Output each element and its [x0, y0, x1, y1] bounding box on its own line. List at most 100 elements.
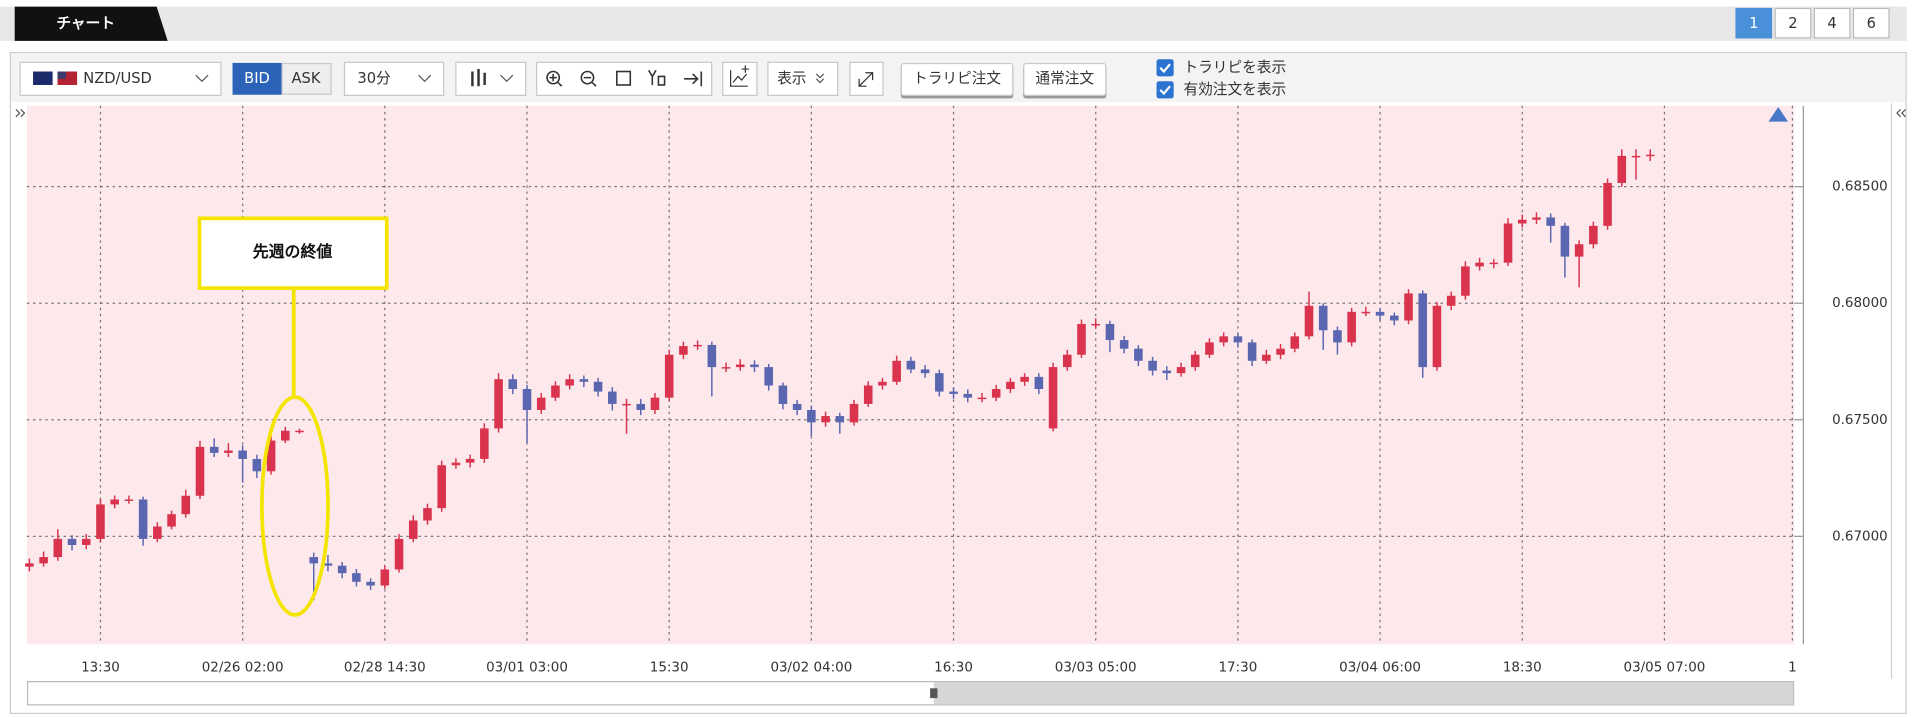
- page-button[interactable]: [1735, 7, 1773, 39]
- scroll-thumb[interactable]: [933, 682, 1793, 705]
- candle-body: [39, 557, 48, 564]
- flag-nz: [33, 71, 53, 85]
- candle-body: [551, 385, 560, 398]
- candle-body: [352, 573, 361, 582]
- candle-body: [1546, 217, 1555, 226]
- scroll-handle[interactable]: [930, 688, 938, 699]
- page-label[interactable]: 1: [1749, 15, 1758, 32]
- candle-body: [1034, 376, 1044, 390]
- candle-body: [849, 403, 859, 423]
- candle-body: [707, 344, 717, 368]
- pair-select[interactable]: [19, 61, 222, 96]
- candle-body: [1333, 330, 1342, 343]
- flag-us-canton: [57, 71, 67, 79]
- candle-body: [949, 391, 958, 394]
- candle-body: [1233, 336, 1243, 343]
- expand-right[interactable]: [1896, 109, 1906, 118]
- candle-body: [1617, 155, 1627, 183]
- checkbox[interactable]: [1156, 81, 1174, 99]
- candle-body: [892, 360, 901, 382]
- checkbox[interactable]: [1156, 59, 1174, 77]
- zoom-out-icon[interactable]: [580, 70, 595, 85]
- candle-body: [224, 450, 233, 453]
- checkmark: [1159, 85, 1171, 96]
- interval-label[interactable]: 30分: [357, 70, 391, 87]
- pair-label[interactable]: NZD/USD: [83, 70, 152, 87]
- bid-button[interactable]: [232, 62, 282, 95]
- ask-button[interactable]: [281, 62, 332, 95]
- candle-body: [991, 389, 1001, 398]
- plot-area: [26, 105, 1795, 645]
- checkbox-label[interactable]: 有効注文を表示: [1183, 81, 1286, 98]
- candle-body: [792, 403, 802, 410]
- candle-body: [1418, 293, 1428, 368]
- candle-body: [863, 385, 873, 404]
- candle-body: [209, 446, 219, 453]
- display-button[interactable]: [767, 61, 839, 96]
- y-tick-label: 0.68500: [1832, 180, 1888, 195]
- candle-body: [1020, 376, 1029, 382]
- y-scale-icon[interactable]: [647, 69, 666, 86]
- tab-label[interactable]: チャート: [56, 15, 115, 32]
- tab[interactable]: [14, 6, 168, 41]
- candle-body: [622, 403, 631, 406]
- candle-body: [1162, 370, 1172, 374]
- display-label[interactable]: 表示: [777, 70, 806, 87]
- page-label[interactable]: 2: [1788, 15, 1797, 32]
- candle-body: [835, 416, 845, 423]
- annotation-ellipse: [260, 395, 330, 617]
- candle-body: [1560, 225, 1570, 257]
- candle-body: [1262, 354, 1271, 361]
- candle-body: [1375, 311, 1385, 316]
- page-label[interactable]: 6: [1867, 15, 1876, 32]
- page-label[interactable]: 4: [1827, 15, 1836, 32]
- annotation-label: 先週の終値: [253, 242, 333, 261]
- page-button[interactable]: [1813, 7, 1851, 39]
- candle-body: [579, 379, 589, 382]
- scroll-top-marker[interactable]: [1768, 106, 1789, 122]
- expand-left[interactable]: [15, 109, 26, 118]
- dropdown-icon: [418, 74, 432, 83]
- tab-bar: [0, 6, 1907, 41]
- candle-body: [1432, 305, 1442, 368]
- page-button[interactable]: [1852, 7, 1890, 39]
- candle-body: [1077, 323, 1086, 355]
- checkbox-label[interactable]: トラリピを表示: [1183, 59, 1286, 76]
- candle-body: [465, 458, 475, 463]
- candle-body: [1134, 348, 1143, 361]
- page-button[interactable]: [1774, 7, 1812, 39]
- candle-body: [1091, 323, 1101, 326]
- candle-body: [636, 403, 646, 410]
- candle-body: [480, 428, 489, 459]
- candle-body: [1105, 323, 1115, 341]
- chart-type-select[interactable]: [455, 61, 527, 96]
- candle-body: [750, 364, 759, 368]
- zoom-in-icon[interactable]: [549, 73, 563, 87]
- candle-body: [1176, 367, 1186, 374]
- candle-body: [565, 379, 574, 386]
- zoom-out-icon[interactable]: [583, 76, 597, 87]
- candle-body: [536, 397, 546, 410]
- normal-order-button[interactable]: [1023, 62, 1107, 96]
- fit-icon[interactable]: [616, 70, 632, 86]
- candle-body: [721, 367, 731, 369]
- candle-body: [423, 508, 432, 521]
- x-tick-label: 03/03 05:00: [1055, 661, 1137, 676]
- ask-label[interactable]: ASK: [291, 70, 320, 87]
- candle-body: [508, 379, 518, 390]
- bid-label[interactable]: BID: [244, 70, 270, 87]
- trap-order-label[interactable]: トラリピ注文: [913, 70, 1001, 87]
- candle-body: [1048, 367, 1058, 429]
- candle-body: [167, 514, 176, 527]
- candle-body: [337, 565, 347, 574]
- candle-body: [81, 538, 91, 545]
- trap-order-button[interactable]: [900, 62, 1014, 96]
- normal-order-label[interactable]: 通常注文: [1035, 70, 1094, 87]
- latest-icon[interactable]: [684, 71, 703, 87]
- x-tick-label: 17:30: [1219, 661, 1258, 676]
- x-tick-label: 03/04 06:00: [1339, 661, 1421, 676]
- zoom-in-icon[interactable]: [546, 70, 561, 85]
- candle-body: [138, 499, 148, 539]
- candle-body: [1574, 244, 1584, 257]
